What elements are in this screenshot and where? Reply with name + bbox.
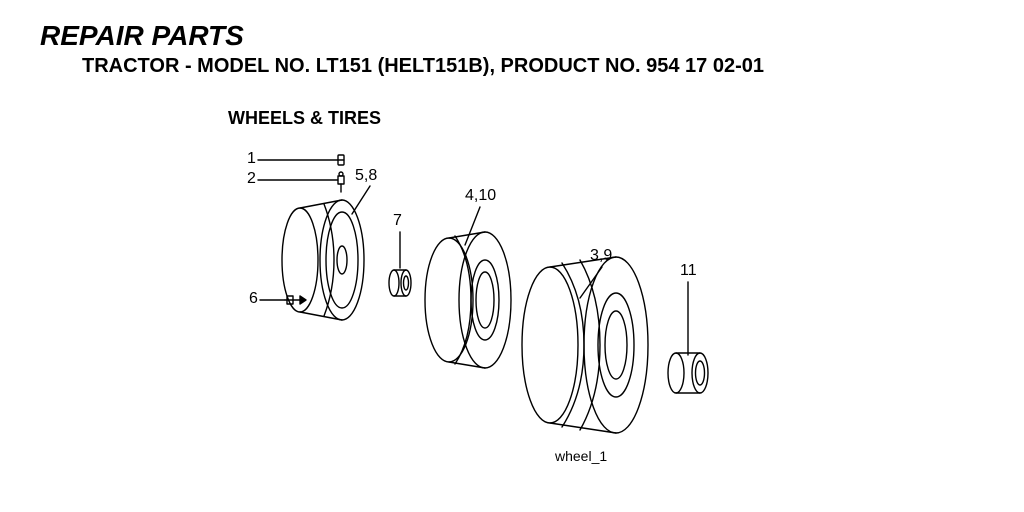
part-7-bushing (389, 270, 411, 296)
callout-1: 1 (247, 150, 256, 168)
callout-11: 11 (680, 262, 697, 280)
callout-39: 3,9 (590, 247, 612, 265)
part-front-tire (425, 232, 511, 368)
part-11-spacer (668, 353, 708, 393)
callout-6: 6 (249, 290, 258, 308)
diagram-svg (0, 0, 1024, 512)
page-root: REPAIR PARTS TRACTOR - MODEL NO. LT151 (… (0, 0, 1024, 512)
part-rear-tire (522, 257, 648, 433)
footer-label: wheel_1 (555, 448, 607, 464)
callout-410: 4,10 (465, 187, 496, 205)
part-2-valve (338, 172, 344, 192)
callout-2: 2 (247, 170, 256, 188)
part-rim (282, 200, 364, 320)
callout-7: 7 (393, 212, 402, 230)
callout-58: 5,8 (355, 167, 377, 185)
part-1-fitting (338, 155, 344, 165)
